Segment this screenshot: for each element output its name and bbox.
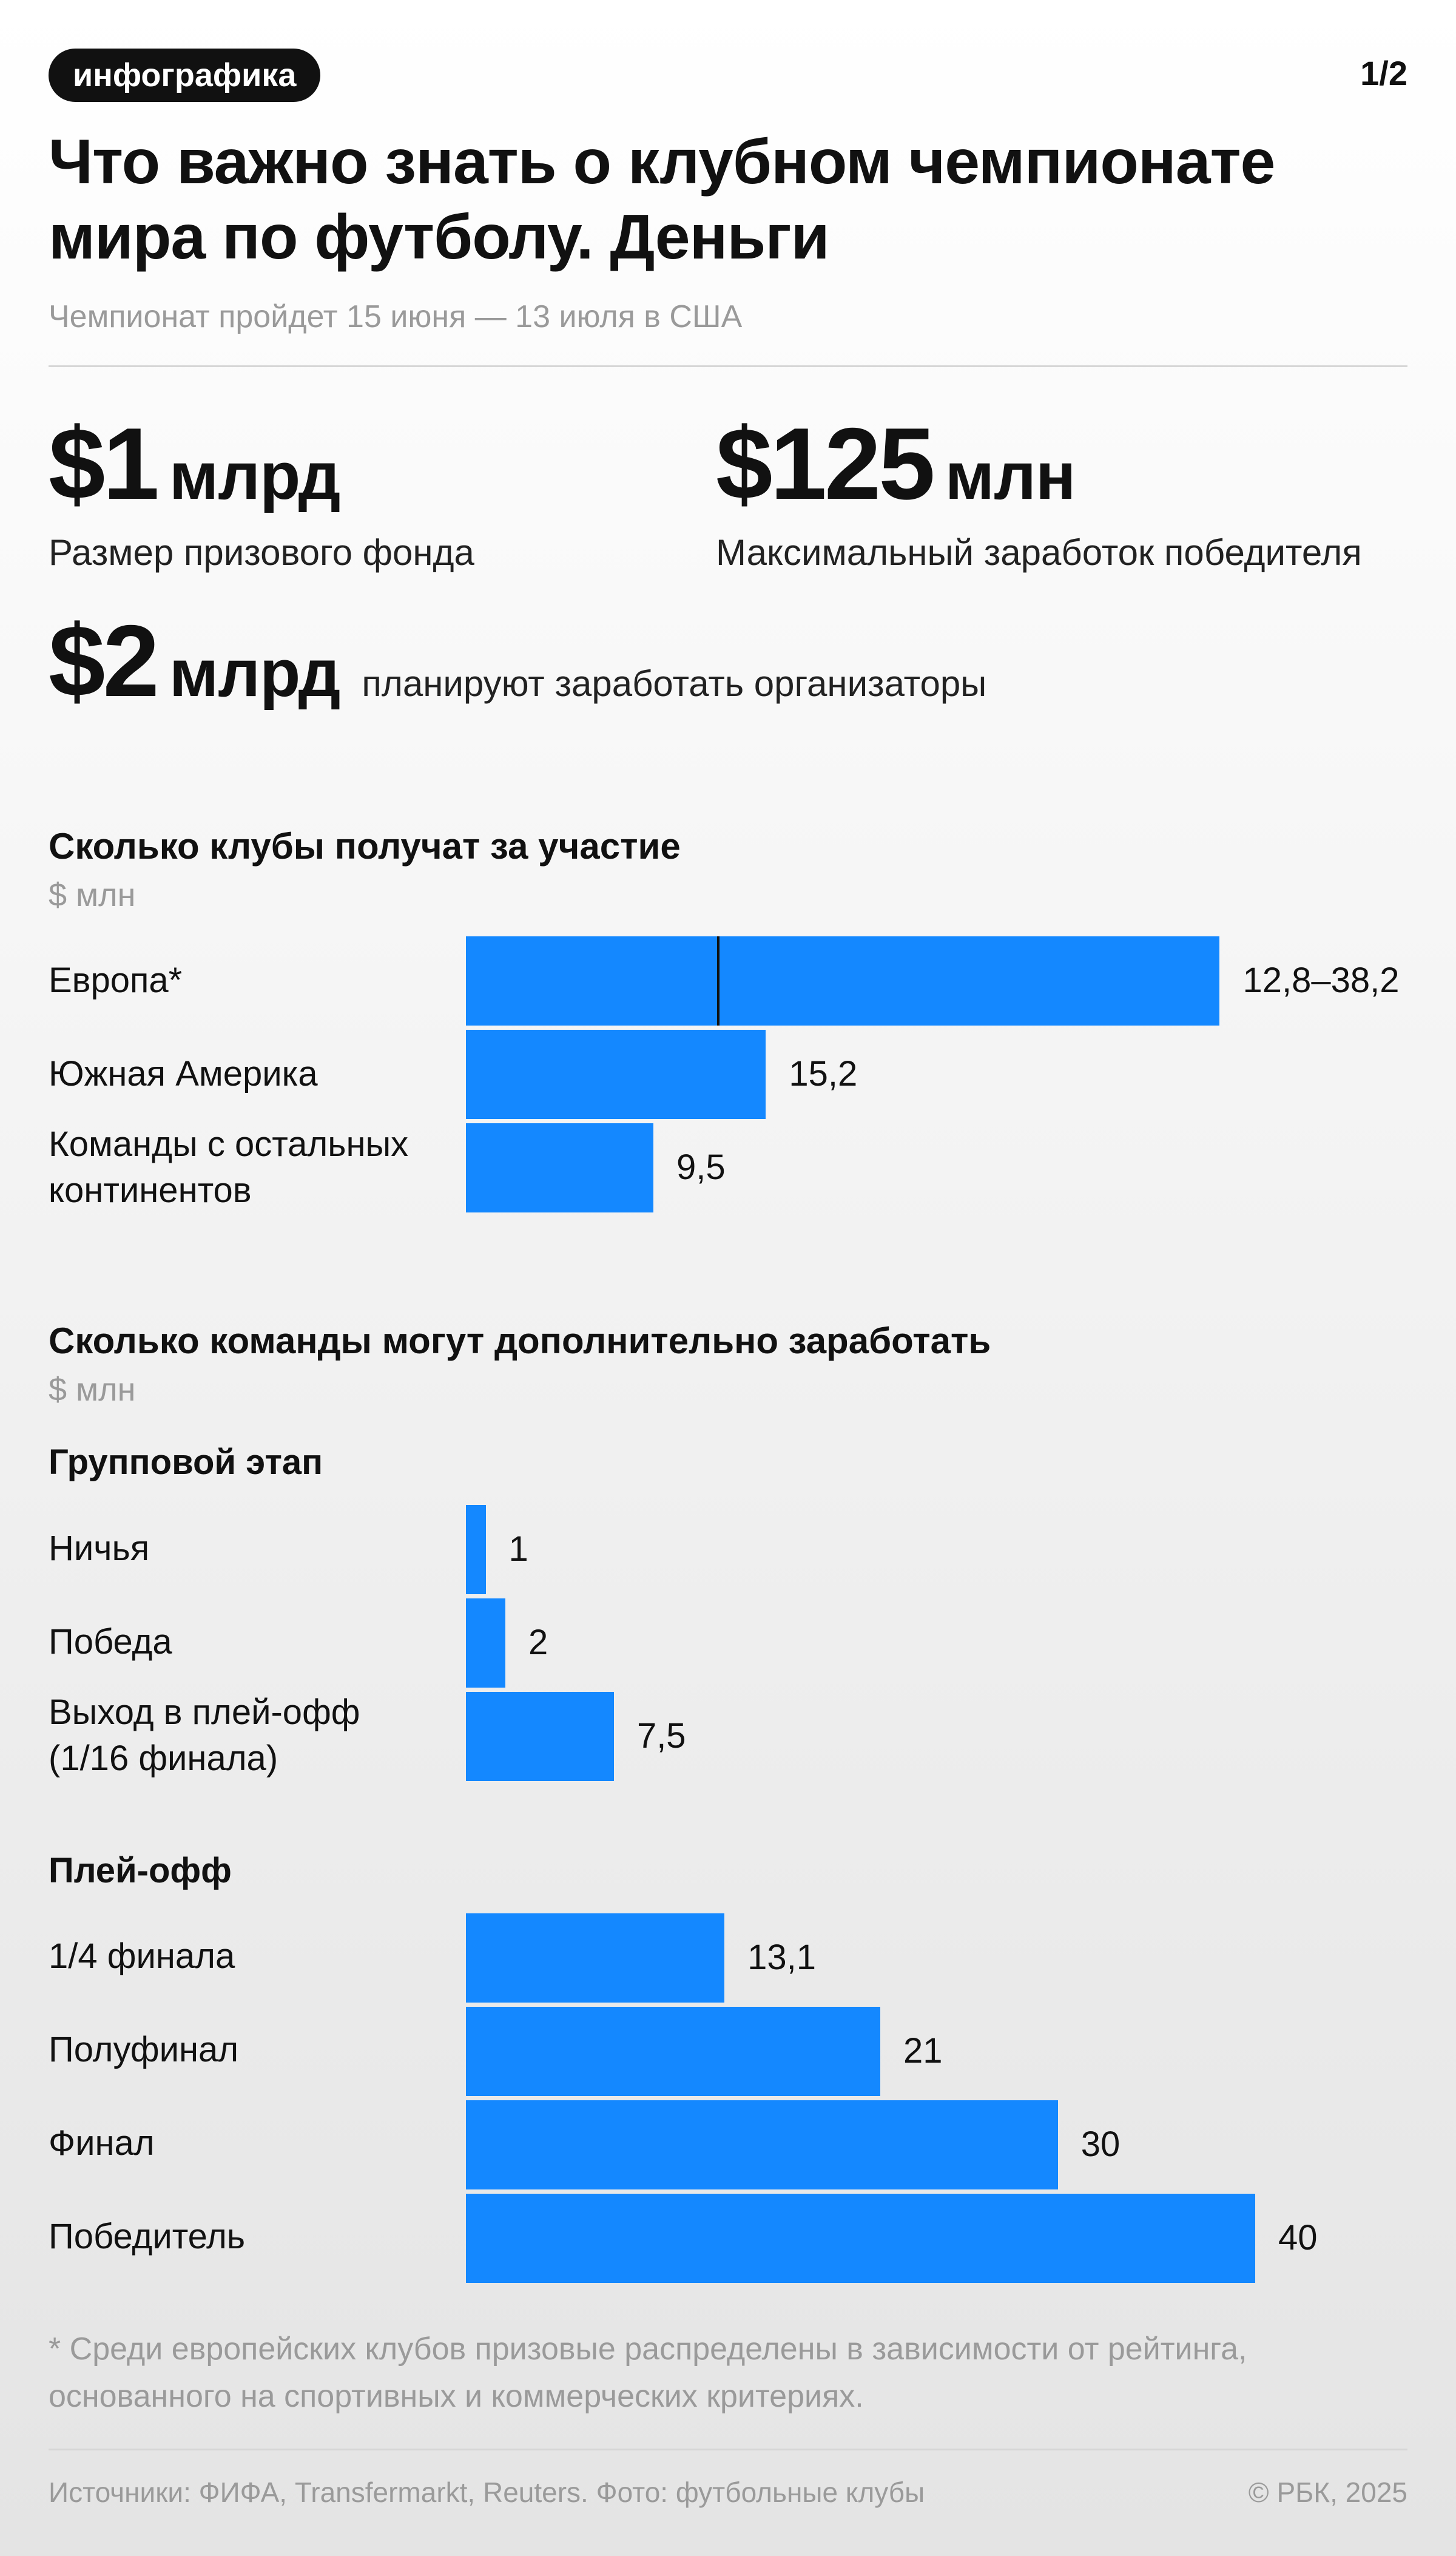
chart2-value-label: 2: [528, 1623, 548, 1662]
chart1-range-marker: [717, 936, 720, 1026]
stat-organizers-value: $2 млрд: [49, 610, 340, 712]
chart2-row-label: Выход в плей-офф (1/16 финала): [49, 1692, 360, 1778]
chart2-bar: [466, 1692, 614, 1781]
stat-winner-caption: Максимальный заработок победителя: [716, 532, 1362, 573]
chart1-row-label: Команды с остальных континентов: [49, 1124, 409, 1210]
chart2-bar: [466, 1505, 486, 1594]
chart1-row-label: Южная Америка: [49, 1054, 318, 1094]
stat-winner-amount: $125: [716, 407, 935, 521]
stat-organizers: $2 млрд планируют заработать организаторы: [49, 610, 986, 712]
chart2-unit: $ млн: [49, 1371, 136, 1408]
stat-organizers-unit: млрд: [169, 636, 341, 711]
chart1-value-label: 9,5: [676, 1148, 726, 1187]
stat-prize-amount: $1: [49, 407, 160, 521]
chart1-bar: [466, 1030, 766, 1119]
chart2-value-label: 1: [508, 1529, 528, 1569]
chart2-value-label: 13,1: [747, 1938, 816, 1977]
stat-prize-unit: млрд: [169, 439, 341, 513]
category-tag: инфографика: [49, 49, 321, 102]
copyright: © РБК, 2025: [1248, 2477, 1407, 2508]
chart2-title: Сколько команды могут дополнительно зара…: [49, 1320, 991, 1361]
header-divider: [49, 365, 1407, 367]
stat-winner-max: $125 млн Максимальный заработок победител…: [716, 413, 1362, 573]
footnote: * Среди европейских клубов призовые расп…: [49, 2331, 1247, 2414]
page-indicator: 1/2: [1360, 54, 1407, 92]
chart2-value-label: 40: [1278, 2218, 1318, 2257]
chart2-value-label: 7,5: [636, 1716, 686, 1756]
chart2-group-title: Плей-офф: [49, 1851, 232, 1890]
page-title: Что важно знать о клубном чемпионате мир…: [49, 127, 1275, 272]
stat-prize-caption: Размер призового фонда: [49, 532, 474, 573]
chart2-bar: [466, 2007, 881, 2096]
chart2-row-label: Победитель: [49, 2217, 246, 2256]
chart1-row-label: Европа*: [49, 961, 183, 1000]
footer-divider: [49, 2449, 1407, 2450]
chart1-title: Сколько клубы получат за участие: [49, 826, 681, 867]
chart2-bar: [466, 2100, 1058, 2189]
stat-prize-value: $1 млрд: [49, 413, 474, 515]
chart2-row-label: Финал: [49, 2123, 155, 2163]
chart2-bar: [466, 1913, 725, 2003]
chart2-group-title: Групповой этап: [49, 1442, 323, 1482]
chart1-value-label: 15,2: [789, 1054, 858, 1094]
chart2-row-label: Ничья: [49, 1529, 150, 1568]
chart2-row-label: 1/4 финала: [49, 1936, 235, 1976]
page-subtitle: Чемпионат пройдет 15 июня — 13 июля в СШ…: [49, 299, 743, 334]
stat-organizers-caption: планируют заработать организаторы: [362, 663, 987, 704]
chart2-bar: [466, 1598, 506, 1688]
chart1-bar: [466, 936, 1220, 1026]
stat-winner-value: $125 млн: [716, 413, 1362, 515]
chart2-value-label: 30: [1080, 2125, 1121, 2164]
chart1-value-label: 12,8–38,2: [1242, 961, 1400, 1000]
sources: Источники: ФИФА, Transfermarkt, Reuters.…: [49, 2477, 925, 2508]
chart1-unit: $ млн: [49, 877, 136, 913]
stat-prize-fund: $1 млрд Размер призового фонда: [49, 413, 474, 573]
chart2-value-label: 21: [903, 2031, 943, 2071]
chart2-bar: [466, 2194, 1255, 2283]
chart2-row-label: Полуфинал: [49, 2030, 239, 2069]
chart1-bar: [466, 1123, 653, 1212]
stat-winner-unit: млн: [945, 439, 1076, 513]
chart2-row-label: Победа: [49, 1622, 172, 1662]
stat-organizers-amount: $2: [49, 604, 160, 718]
